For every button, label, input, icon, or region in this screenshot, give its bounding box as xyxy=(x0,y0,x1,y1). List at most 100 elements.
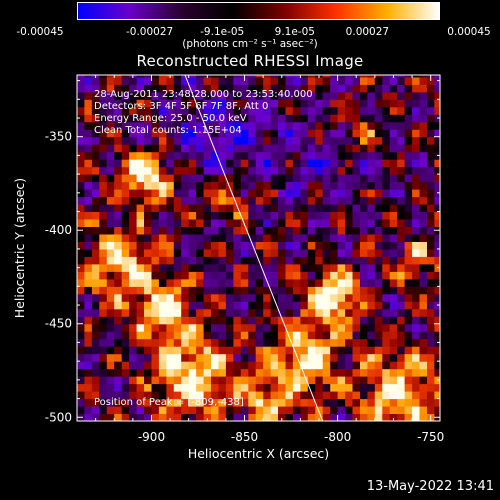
heatmap-cell xyxy=(233,219,242,227)
heatmap-cell xyxy=(129,263,137,272)
heatmap-cell xyxy=(322,331,331,340)
heatmap-cell xyxy=(77,76,85,85)
heatmap-cell xyxy=(374,308,383,317)
heatmap-cell xyxy=(99,151,108,160)
heatmap-cell xyxy=(255,353,264,362)
heatmap-cell xyxy=(211,263,219,272)
heatmap-cell xyxy=(84,383,93,392)
heatmap-cell xyxy=(106,75,115,78)
heatmap-cell xyxy=(129,331,137,340)
heatmap-cell xyxy=(278,204,286,212)
heatmap-cell xyxy=(412,144,420,153)
heatmap-cell xyxy=(419,159,428,168)
heatmap-cell xyxy=(315,226,324,235)
heatmap-cell xyxy=(77,219,85,227)
heatmap-cell xyxy=(203,189,212,198)
heatmap-cell xyxy=(419,196,428,205)
heatmap-cell xyxy=(263,248,272,257)
heatmap-cell xyxy=(203,278,212,287)
heatmap-cell xyxy=(404,368,413,377)
heatmap-cell xyxy=(352,204,361,212)
heatmap-cell xyxy=(330,219,339,227)
heatmap-cell xyxy=(99,331,108,340)
heatmap-cell xyxy=(225,248,234,257)
heatmap-cell xyxy=(419,278,428,287)
heatmap-cell xyxy=(181,346,190,355)
heatmap-cell xyxy=(292,196,301,205)
heatmap-cell xyxy=(84,368,93,377)
heatmap-cell xyxy=(427,106,435,115)
heatmap-cell xyxy=(151,129,160,138)
heatmap-cell xyxy=(397,316,406,325)
heatmap-cell xyxy=(84,121,93,130)
heatmap-cell xyxy=(345,151,353,160)
heatmap-cell xyxy=(278,368,286,377)
heatmap-cell xyxy=(389,353,398,362)
heatmap-cell xyxy=(330,271,339,280)
heatmap-cell xyxy=(285,151,294,160)
heatmap-cell xyxy=(367,196,376,205)
heatmap-cell xyxy=(136,121,145,130)
colorbar-tick-label: -0.00045 xyxy=(16,26,64,38)
heatmap-cell xyxy=(278,121,286,130)
heatmap-cell xyxy=(292,114,301,123)
heatmap-cell xyxy=(367,338,376,347)
heatmap-cell xyxy=(99,406,108,414)
heatmap-cell xyxy=(203,383,212,392)
heatmap-cell xyxy=(196,159,204,168)
heatmap-cell xyxy=(292,166,301,175)
heatmap-cell xyxy=(114,121,123,130)
heatmap-cell xyxy=(188,151,197,160)
heatmap-cell xyxy=(158,91,167,100)
heatmap-cell xyxy=(181,181,190,190)
heatmap-cell xyxy=(404,286,413,295)
heatmap-cell xyxy=(389,278,398,287)
heatmap-cell xyxy=(248,256,257,265)
heatmap-cell xyxy=(106,121,115,130)
heatmap-cell xyxy=(151,353,160,362)
heatmap-cell xyxy=(218,278,227,287)
heatmap-cell xyxy=(233,391,242,400)
heatmap-cell xyxy=(121,346,130,355)
heatmap-cell xyxy=(330,196,339,205)
heatmap-cell xyxy=(263,346,272,355)
heatmap-cell xyxy=(151,241,160,250)
heatmap-cell xyxy=(173,151,182,160)
heatmap-cell xyxy=(427,114,435,123)
heatmap-cell xyxy=(270,234,279,242)
heatmap-cell xyxy=(136,256,145,265)
heatmap-cell xyxy=(225,368,234,377)
heatmap-cell xyxy=(278,271,286,280)
heatmap-cell xyxy=(404,144,413,153)
heatmap-cell xyxy=(404,75,413,78)
heatmap-cell xyxy=(322,323,331,332)
heatmap-cell xyxy=(270,99,279,108)
heatmap-cell xyxy=(144,166,152,175)
heatmap-cell xyxy=(203,361,212,370)
heatmap-cell xyxy=(360,263,368,272)
heatmap-cell xyxy=(367,286,376,295)
heatmap-cell xyxy=(225,129,234,138)
heatmap-cell xyxy=(211,84,219,93)
heatmap-cell xyxy=(144,75,152,78)
heatmap-cell xyxy=(330,159,339,168)
heatmap-cell xyxy=(114,278,123,287)
heatmap-cell xyxy=(292,91,301,100)
heatmap-cell xyxy=(188,413,197,421)
heatmap-cell xyxy=(240,136,249,145)
heatmap-cell xyxy=(196,271,204,280)
heatmap-cell xyxy=(99,338,108,347)
heatmap-cell xyxy=(173,256,182,265)
heatmap-cell xyxy=(404,278,413,287)
heatmap-cell xyxy=(233,204,242,212)
heatmap-cell xyxy=(240,301,249,310)
heatmap-cell xyxy=(263,144,272,153)
heatmap-cell xyxy=(240,278,249,287)
heatmap-cell xyxy=(337,293,346,302)
heatmap-cell xyxy=(367,368,376,377)
heatmap-cell xyxy=(419,76,428,85)
heatmap-cell xyxy=(315,99,324,108)
heatmap-cell xyxy=(322,361,331,370)
heatmap-cell xyxy=(330,91,339,100)
heatmap-cell xyxy=(315,91,324,100)
